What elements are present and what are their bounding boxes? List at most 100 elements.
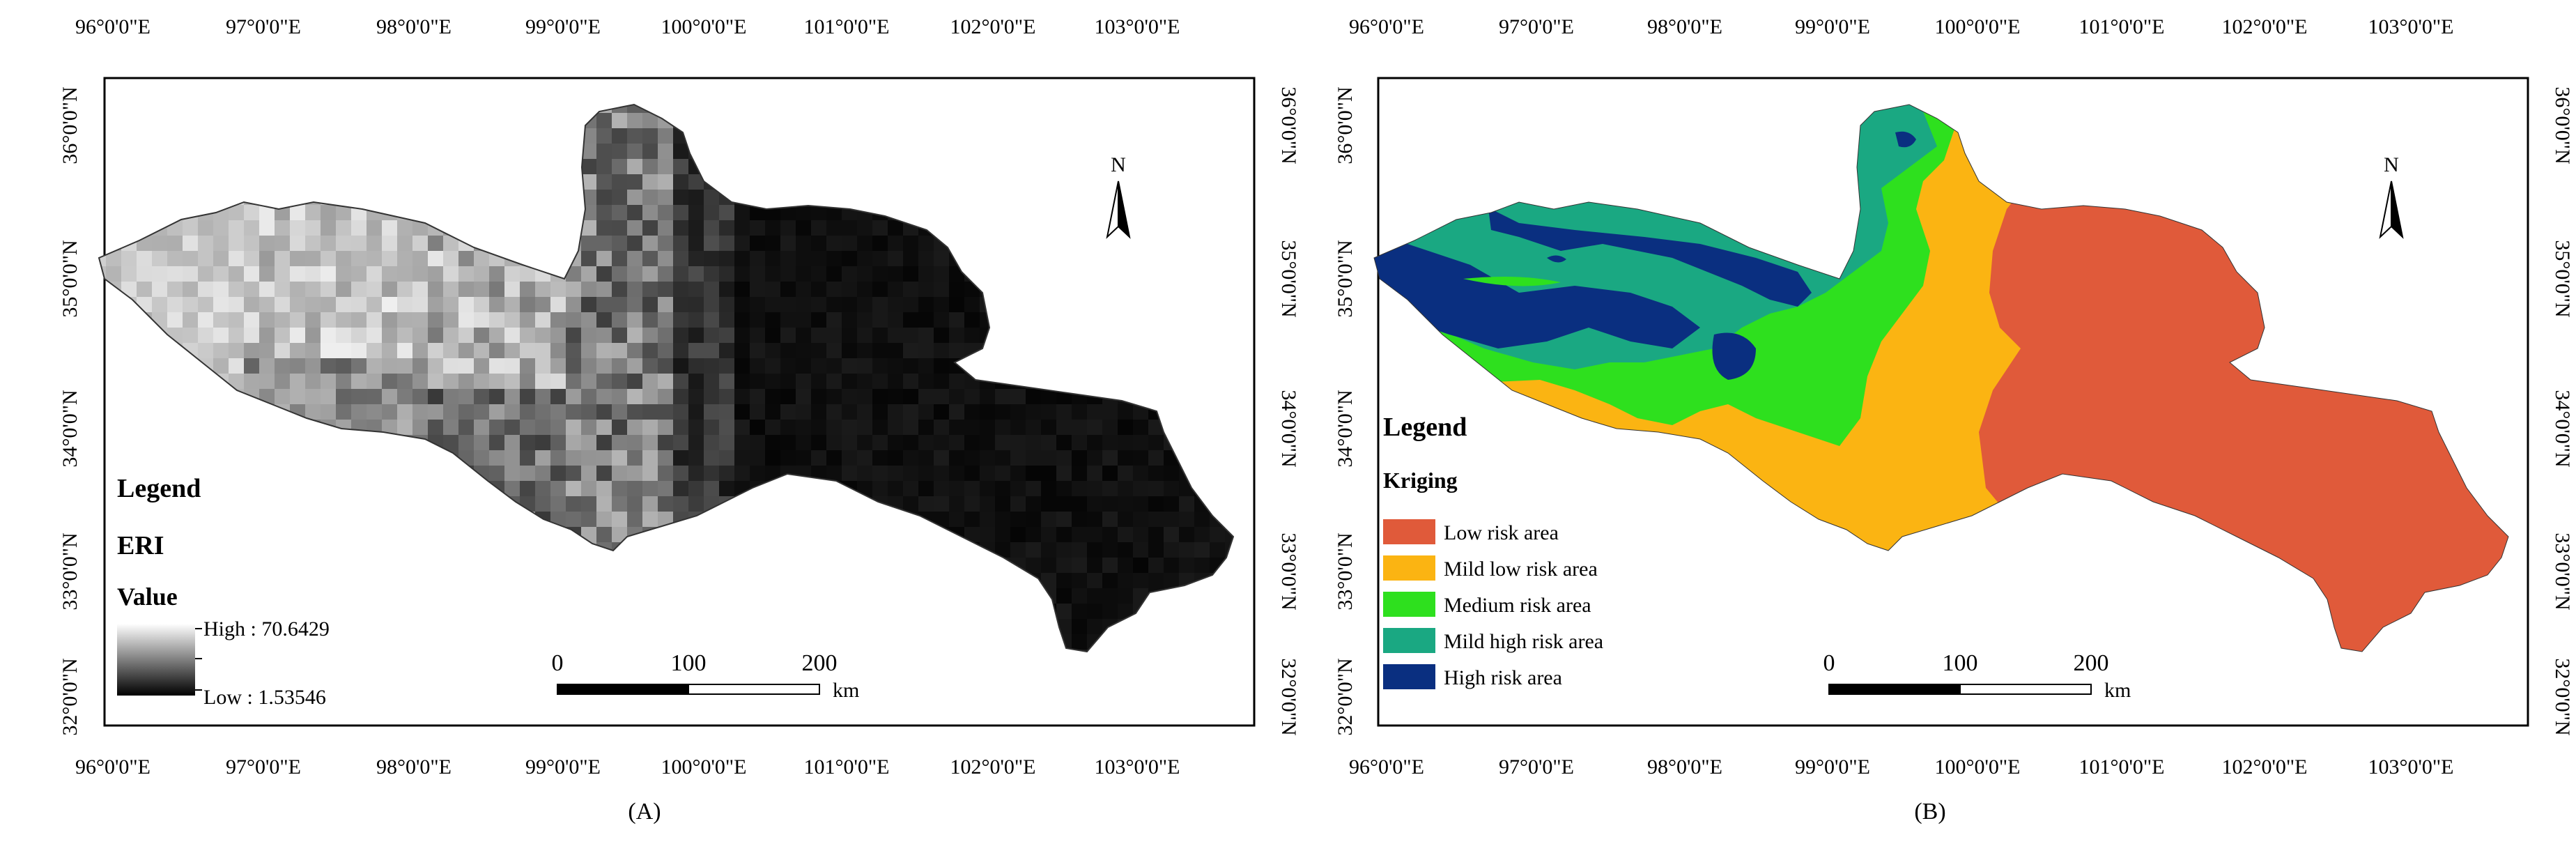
panel-b: 96°0'0"E 97°0'0"E 98°0'0"E 99°0'0"E 100°… — [1334, 15, 2574, 824]
tick-label: 102°0'0"E — [950, 755, 1036, 778]
legend-entry-label: High risk area — [1444, 666, 1562, 689]
tick-label: 98°0'0"E — [1647, 15, 1722, 38]
tick-label: 97°0'0"E — [226, 15, 301, 38]
tick-label: 32°0'0"N — [1277, 658, 1300, 735]
tick-label: 35°0'0"N — [2551, 240, 2574, 317]
zone-medium-risk — [1463, 276, 1561, 286]
ramp-low-label: Low : 1.53546 — [203, 686, 326, 709]
tick-label: 100°0'0"E — [1935, 755, 2021, 778]
tick-label: 97°0'0"E — [1499, 755, 1574, 778]
tick-label: 34°0'0"N — [1277, 390, 1300, 467]
legend-title: Legend — [1383, 413, 1467, 442]
tick-label: 35°0'0"N — [59, 240, 82, 317]
zone-high-risk — [1895, 131, 1916, 148]
tick-label: 103°0'0"E — [2368, 15, 2454, 38]
tick-label: 97°0'0"E — [226, 755, 301, 778]
tick-label: 101°0'0"E — [2079, 755, 2165, 778]
scale-label: 100 — [1943, 650, 1978, 676]
tick-label: 99°0'0"E — [1795, 15, 1870, 38]
legend-entry-label: Mild low risk area — [1444, 558, 1598, 581]
tick-label: 32°0'0"N — [1334, 658, 1357, 735]
scale-unit: km — [2104, 679, 2131, 702]
north-arrow-icon: N — [1106, 153, 1131, 239]
tick-label: 35°0'0"N — [1277, 240, 1300, 317]
zone-high-risk — [1547, 255, 1566, 263]
legend-swatch — [1383, 664, 1435, 689]
tick-label: 102°0'0"E — [950, 15, 1036, 38]
legend-layer: Kriging — [1383, 468, 1458, 493]
tick-label: 33°0'0"N — [1334, 532, 1357, 610]
bottom-tick-labels: 96°0'0"E 97°0'0"E 98°0'0"E 99°0'0"E 100°… — [1349, 755, 2453, 778]
tick-label: 100°0'0"E — [661, 755, 747, 778]
tick-label: 102°0'0"E — [2222, 15, 2308, 38]
tick-label: 35°0'0"N — [1334, 240, 1357, 317]
right-tick-labels: 36°0'0"N 35°0'0"N 34°0'0"N 33°0'0"N 32°0… — [1277, 86, 1300, 735]
legend-title: Legend — [117, 474, 201, 503]
legend-swatch — [1383, 592, 1435, 617]
tick-label: 100°0'0"E — [1935, 15, 2021, 38]
tick-label: 34°0'0"N — [2551, 390, 2574, 467]
legend-entry-label: Medium risk area — [1444, 594, 1591, 617]
tick-label: 103°0'0"E — [1095, 755, 1180, 778]
tick-label: 100°0'0"E — [661, 15, 747, 38]
tick-label: 98°0'0"E — [376, 15, 452, 38]
scale-label: 200 — [802, 650, 838, 676]
tick-label: 32°0'0"N — [59, 658, 82, 735]
tick-label: 36°0'0"N — [59, 86, 82, 164]
tick-label: 96°0'0"E — [75, 15, 151, 38]
tick-label: 36°0'0"N — [1277, 86, 1300, 164]
scale-label: 0 — [552, 650, 564, 676]
top-tick-labels: 96°0'0"E 97°0'0"E 98°0'0"E 99°0'0"E 100°… — [75, 15, 1180, 38]
zone-high-risk — [1374, 244, 1700, 348]
tick-label: 96°0'0"E — [75, 755, 151, 778]
tick-label: 36°0'0"N — [1334, 86, 1357, 164]
scale-bar: 0 100 200 km — [1823, 650, 2131, 702]
scale-unit: km — [833, 679, 859, 702]
tick-label: 103°0'0"E — [2368, 755, 2454, 778]
legend-swatch — [1383, 555, 1435, 581]
legend-swatch — [1383, 628, 1435, 653]
tick-label: 101°0'0"E — [804, 15, 890, 38]
legend: Legend Kriging Low risk area Mild low ris… — [1383, 413, 1603, 689]
tick-label: 32°0'0"N — [2551, 658, 2574, 735]
tick-label: 103°0'0"E — [1095, 15, 1180, 38]
zone-high-risk — [1712, 332, 1756, 380]
legend-field: Value — [117, 583, 178, 611]
tick-label: 99°0'0"E — [1795, 755, 1870, 778]
tick-label: 33°0'0"N — [59, 532, 82, 610]
panel-a: 96°0'0"E 97°0'0"E 98°0'0"E 99°0'0"E 100°… — [59, 15, 1300, 824]
north-label: N — [1111, 153, 1126, 176]
color-ramp — [117, 624, 195, 696]
tick-label: 34°0'0"N — [59, 390, 82, 467]
ramp-high-label: High : 70.6429 — [203, 617, 330, 640]
tick-label: 96°0'0"E — [1349, 755, 1424, 778]
right-tick-labels: 36°0'0"N 35°0'0"N 34°0'0"N 33°0'0"N 32°0… — [2551, 86, 2574, 735]
left-tick-labels: 36°0'0"N 35°0'0"N 34°0'0"N 33°0'0"N 32°0… — [1334, 86, 1357, 735]
scale-label: 0 — [1823, 650, 1835, 676]
left-tick-labels: 36°0'0"N 35°0'0"N 34°0'0"N 33°0'0"N 32°0… — [59, 86, 82, 735]
tick-label: 34°0'0"N — [1334, 390, 1357, 467]
north-arrow-icon: N — [2379, 153, 2404, 239]
tick-label: 36°0'0"N — [2551, 86, 2574, 164]
tick-label: 101°0'0"E — [2079, 15, 2165, 38]
tick-label: 99°0'0"E — [525, 15, 601, 38]
scale-bar: 0 100 200 km — [552, 650, 860, 702]
tick-label: 33°0'0"N — [1277, 532, 1300, 610]
tick-label: 98°0'0"E — [1647, 755, 1722, 778]
tick-label: 98°0'0"E — [376, 755, 452, 778]
north-label: N — [2384, 153, 2399, 176]
top-tick-labels: 96°0'0"E 97°0'0"E 98°0'0"E 99°0'0"E 100°… — [1349, 15, 2453, 38]
tick-label: 96°0'0"E — [1349, 15, 1424, 38]
legend-layer: ERI — [117, 531, 164, 560]
tick-label: 33°0'0"N — [2551, 532, 2574, 610]
bottom-tick-labels: 96°0'0"E 97°0'0"E 98°0'0"E 99°0'0"E 100°… — [75, 755, 1180, 778]
legend-entry-label: Low risk area — [1444, 521, 1559, 544]
scale-label: 100 — [671, 650, 707, 676]
panel-caption: (A) — [628, 799, 661, 824]
scale-label: 200 — [2074, 650, 2109, 676]
tick-label: 99°0'0"E — [525, 755, 601, 778]
panel-caption: (B) — [1914, 799, 1945, 824]
legend-entry-label: Mild high risk area — [1444, 630, 1603, 653]
legend: Legend ERI Value High : 70.6429 Low : 1.… — [117, 474, 330, 709]
